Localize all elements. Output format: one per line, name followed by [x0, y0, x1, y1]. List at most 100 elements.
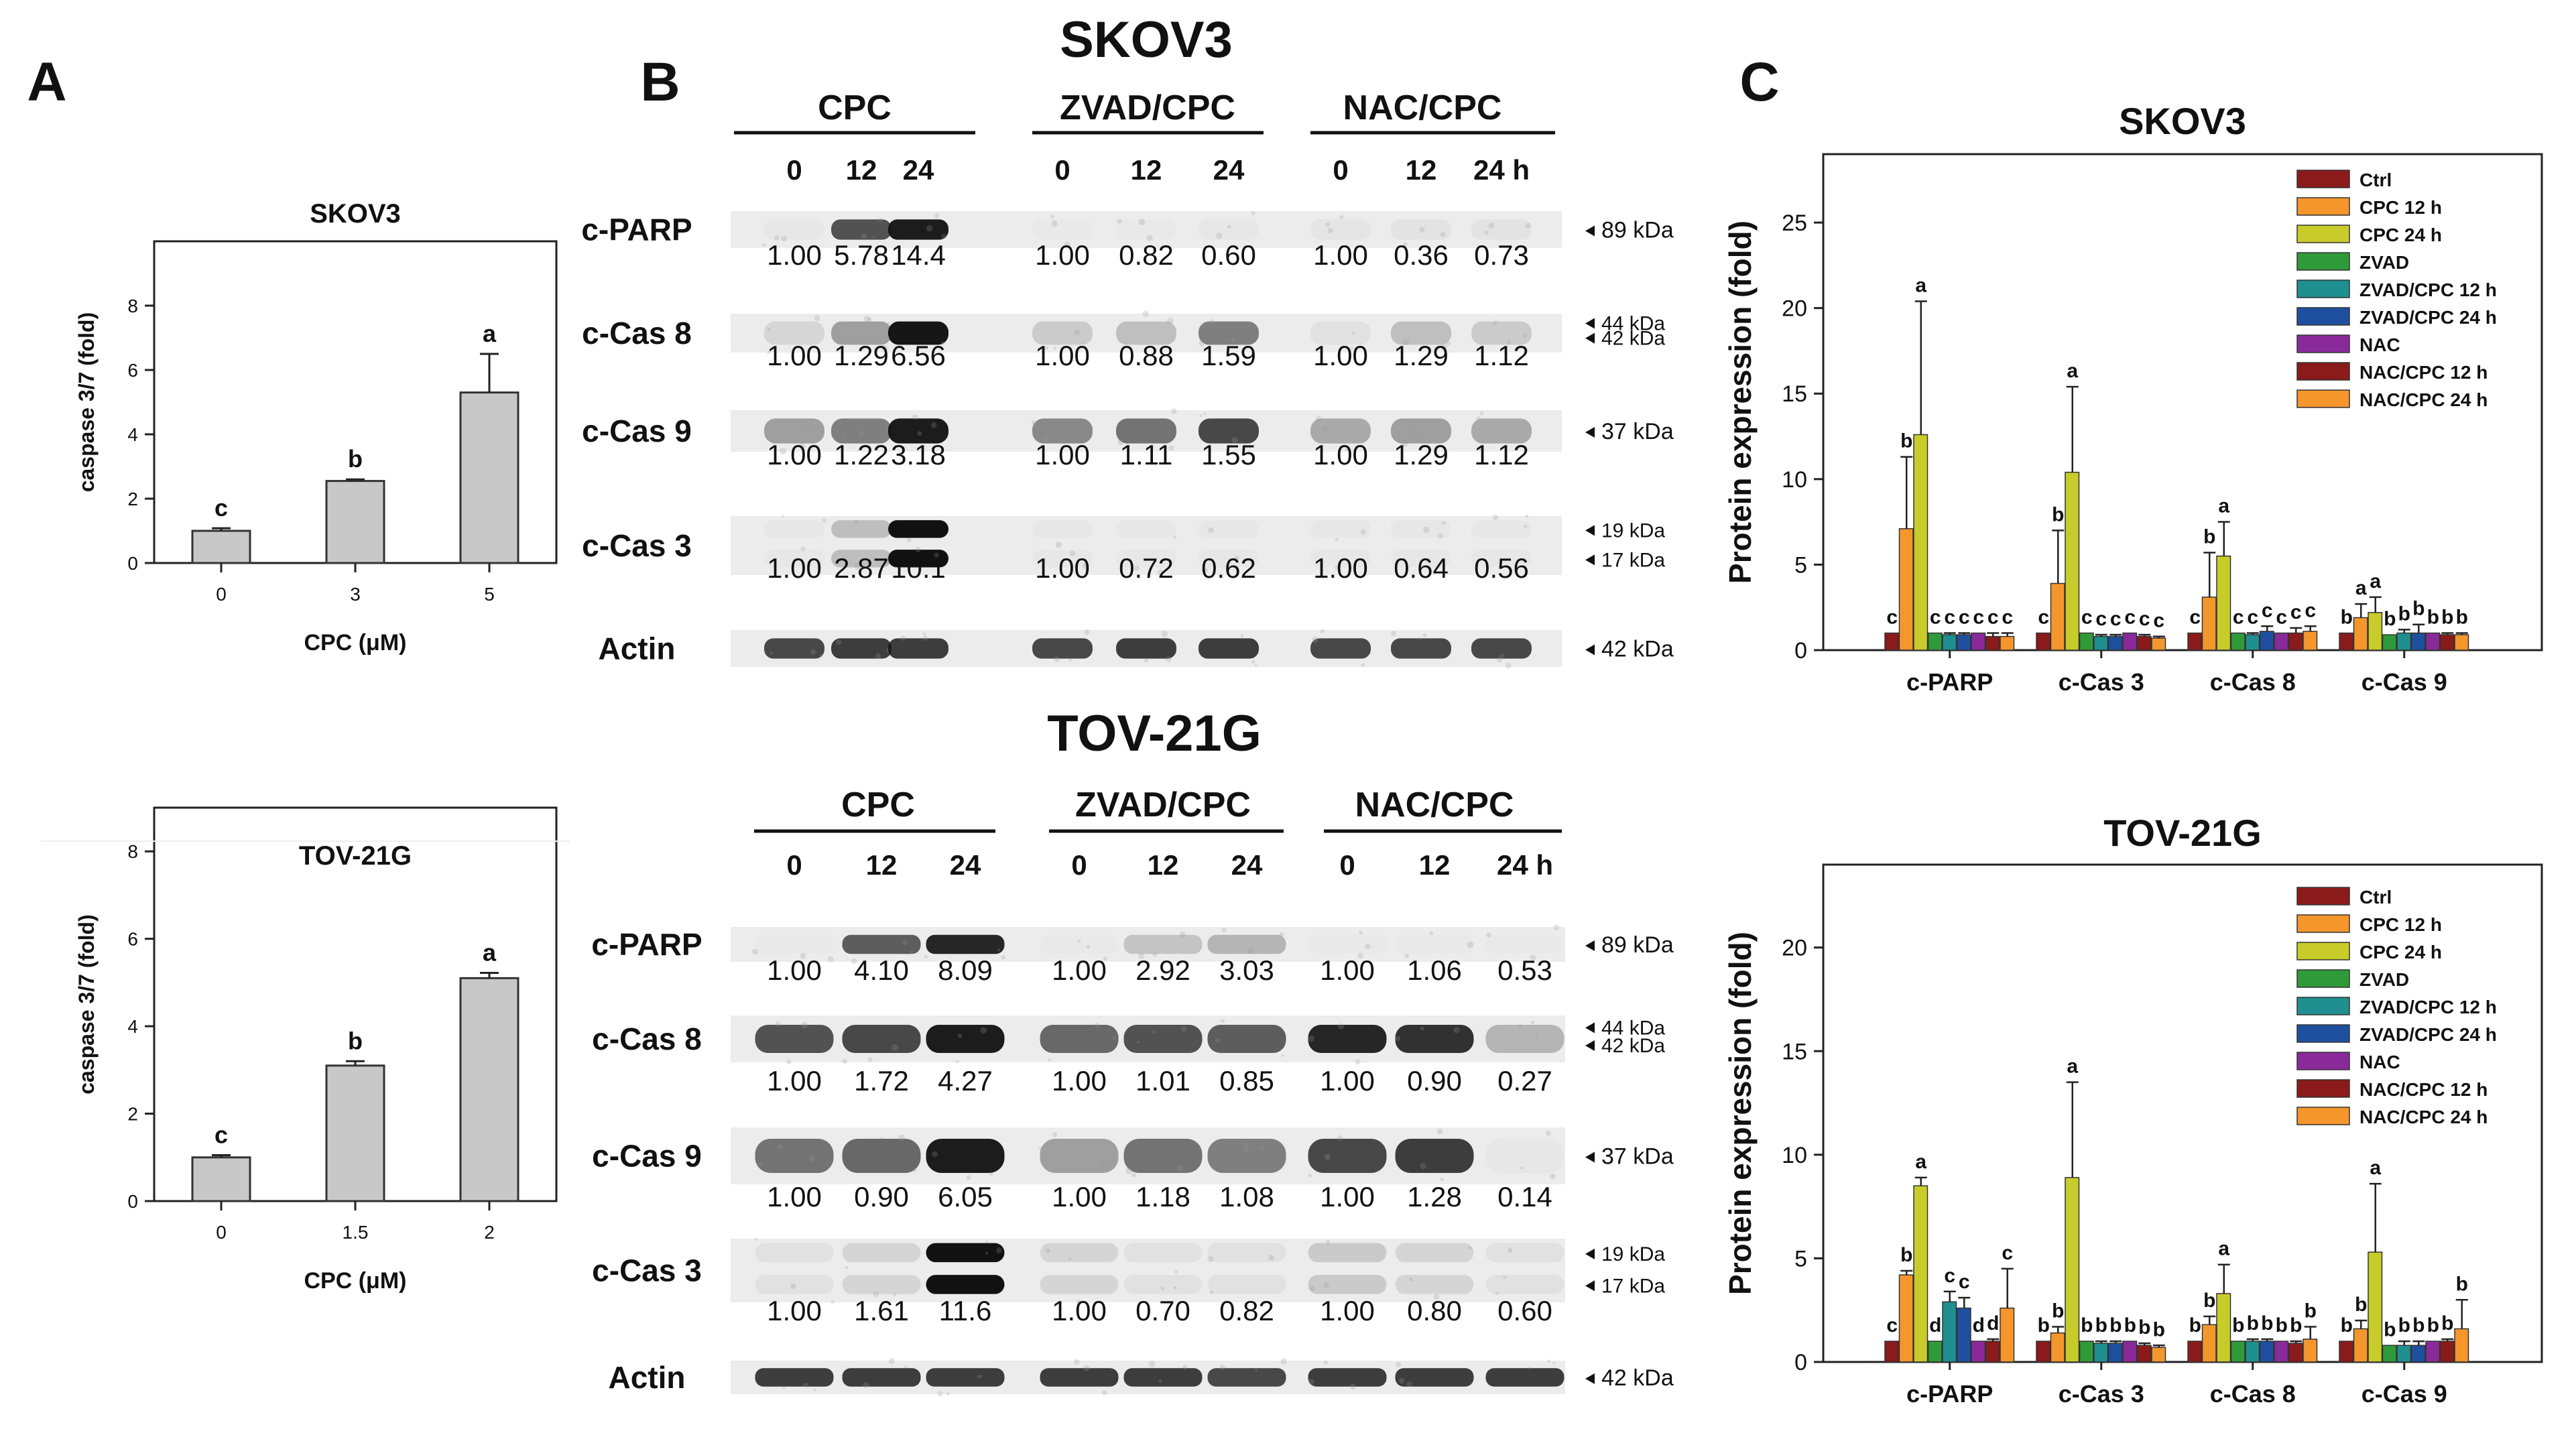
- protein-band: [1199, 219, 1259, 239]
- bar: [2216, 555, 2231, 651]
- molecular-weight-label: 44 kDa: [1601, 1017, 1665, 1039]
- legend-label: CPC 12 h: [2359, 197, 2442, 218]
- membrane-noise: [1308, 1036, 1314, 1042]
- bar: [2439, 1341, 2455, 1363]
- protein-band: [1123, 1243, 1203, 1263]
- bar: [2107, 1343, 2123, 1363]
- membrane-noise: [1209, 1290, 1214, 1295]
- membrane-noise: [1280, 1358, 1287, 1365]
- time-point-label: 0: [1339, 849, 1355, 881]
- bar: [1898, 1274, 1914, 1363]
- y-tick-label: 4: [127, 424, 138, 445]
- significance-letter: d: [1929, 1314, 1941, 1336]
- membrane-noise: [1485, 932, 1491, 938]
- membrane-noise: [1181, 1026, 1187, 1032]
- protein-band: [1486, 935, 1565, 954]
- membrane-noise: [886, 336, 890, 340]
- protein-band: [1040, 1139, 1119, 1173]
- molecular-weight-label: 89 kDa: [1601, 932, 1674, 958]
- membrane-noise: [1488, 223, 1495, 229]
- legend-label: NAC/CPC 24 h: [2359, 1107, 2488, 1127]
- densitometry-value: 1.00: [1320, 1181, 1375, 1212]
- protein-band: [1123, 1368, 1203, 1387]
- significance-letter: a: [1915, 1151, 1926, 1173]
- membrane-noise: [1325, 1154, 1331, 1160]
- membrane-noise: [1345, 448, 1349, 452]
- bar: [2065, 1177, 2080, 1363]
- protein-band: [1395, 1243, 1474, 1263]
- membrane-noise: [858, 430, 865, 436]
- significance-letter: a: [2370, 1157, 2381, 1179]
- molecular-weight-label: 42 kDa: [1601, 637, 1674, 662]
- significance-letter: a: [483, 939, 497, 967]
- membrane-noise: [1158, 569, 1164, 576]
- legend-swatch: [2296, 170, 2350, 188]
- bar: [2382, 1345, 2397, 1363]
- legend-swatch: [2296, 1024, 2350, 1043]
- membrane-noise: [915, 546, 921, 553]
- membrane-noise: [1158, 1379, 1162, 1383]
- membrane-noise: [780, 448, 787, 455]
- membrane-noise: [977, 1374, 982, 1379]
- membrane-noise: [937, 1391, 943, 1397]
- membrane-noise: [790, 1283, 796, 1290]
- densitometry-value: 1.00: [1035, 552, 1090, 584]
- bar: [1942, 1301, 1957, 1363]
- marker-arrow-icon: [1585, 318, 1595, 329]
- bar: [2353, 617, 2368, 651]
- significance-letter: b: [2412, 598, 2425, 620]
- membrane-noise: [1352, 331, 1355, 334]
- membrane-noise: [1167, 318, 1174, 324]
- membrane-noise: [888, 1358, 895, 1365]
- membrane-noise: [1524, 524, 1528, 528]
- membrane-noise: [922, 635, 928, 641]
- time-point-label: 12: [866, 849, 898, 881]
- legend-label: Ctrl: [2359, 170, 2392, 190]
- time-point-label: 12: [1419, 849, 1451, 881]
- membrane-noise: [1308, 1174, 1312, 1178]
- densitometry-value: 4.10: [854, 954, 909, 986]
- significance-letter: c: [2095, 608, 2107, 630]
- legend-swatch: [2296, 914, 2350, 933]
- membrane-noise: [873, 1291, 879, 1298]
- legend-label: ZVAD/CPC 24 h: [2359, 1024, 2497, 1045]
- membrane-noise: [1328, 228, 1333, 234]
- bar: [1971, 1341, 1986, 1363]
- membrane-noise: [1484, 231, 1489, 235]
- membrane-noise: [1453, 1027, 1460, 1034]
- blot-membrane: [731, 516, 1562, 575]
- chart-title: TOV-21G: [299, 841, 412, 871]
- protein-band: [1040, 1243, 1119, 1263]
- significance-letter: b: [2052, 503, 2064, 525]
- protein-band: [888, 550, 948, 568]
- legend-label: CPC 24 h: [2359, 225, 2442, 245]
- protein-band: [1310, 638, 1371, 659]
- membrane-noise: [1339, 214, 1344, 220]
- membrane-noise: [910, 950, 914, 954]
- membrane-noise: [1201, 567, 1208, 573]
- significance-letter: b: [1900, 430, 1912, 452]
- membrane-noise: [1467, 941, 1474, 948]
- molecular-weight-label: 19 kDa: [1601, 1243, 1665, 1265]
- protein-band: [764, 418, 824, 444]
- membrane-noise: [1335, 565, 1340, 570]
- membrane-noise: [806, 426, 810, 430]
- membrane-noise: [1402, 242, 1408, 247]
- membrane-noise: [1220, 1019, 1225, 1023]
- membrane-noise: [770, 651, 773, 655]
- significance-letter: b: [348, 1027, 363, 1054]
- blot-row-label: c-Cas 9: [592, 1139, 702, 1174]
- significance-letter: c: [1944, 1265, 1955, 1287]
- significance-letter: c: [1944, 606, 1955, 628]
- bar: [1956, 634, 1971, 651]
- significance-letter: b: [2247, 1312, 2259, 1334]
- membrane-noise: [1528, 1367, 1532, 1370]
- protein-band: [842, 1025, 921, 1053]
- y-tick-label: 0: [1794, 638, 1807, 664]
- protein-band: [755, 1243, 834, 1263]
- blot-row: c-Cas 3 19 kDa 17 kDa 1.00 1.61 11.6 1.00 0.70 0…: [592, 1237, 1665, 1326]
- bar: [1985, 635, 2000, 651]
- protein-band: [831, 219, 892, 240]
- bar: [2245, 1341, 2260, 1363]
